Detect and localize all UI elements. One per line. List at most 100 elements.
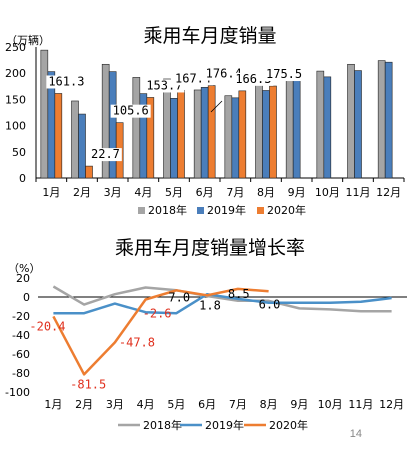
data-label: 1.8 bbox=[199, 298, 221, 312]
y-tick-label: 100 bbox=[5, 120, 26, 133]
bar-2019年 bbox=[323, 76, 332, 179]
data-label: 6.0 bbox=[259, 297, 281, 311]
bar-2018年 bbox=[224, 95, 233, 179]
series-line-2019年 bbox=[53, 292, 392, 315]
unit-label: （%） bbox=[8, 262, 40, 275]
x-tick-label: 2月 bbox=[73, 186, 91, 199]
bar-2019年 bbox=[354, 70, 362, 179]
x-tick-label: 7月 bbox=[226, 186, 244, 199]
bar-2019年 bbox=[231, 97, 240, 179]
bar-2019年 bbox=[384, 61, 393, 179]
y-tick-label: -100 bbox=[5, 386, 30, 399]
bar-2019年 bbox=[262, 90, 270, 179]
bar-2018年 bbox=[132, 77, 141, 179]
data-label-bg bbox=[46, 75, 87, 89]
x-tick-label: 4月 bbox=[137, 398, 155, 411]
x-tick-label: 7月 bbox=[229, 398, 247, 411]
y-tick-label: -20 bbox=[12, 310, 30, 323]
y-tick-label: 20 bbox=[16, 272, 30, 285]
bar-2019年 bbox=[78, 113, 86, 179]
bar-2020年 bbox=[146, 97, 155, 179]
legend-label: 2019年 bbox=[205, 418, 244, 432]
y-tick-label: -60 bbox=[12, 348, 30, 361]
chart-title: 乘用车月度销量 bbox=[143, 25, 276, 47]
x-tick-label: 11月 bbox=[346, 186, 371, 199]
page-number: 14 bbox=[349, 428, 362, 440]
monthly-sales-bar-chart: 乘用车月度销量 （万辆） 0 50 100 150 200 250 1月 2月 3月 4月 5月 6月 7月… bbox=[5, 25, 405, 217]
data-label-bg bbox=[89, 148, 122, 162]
y-tick-label: 0 bbox=[19, 172, 26, 185]
data-label: 22.7 bbox=[91, 147, 120, 161]
bar-2019年 bbox=[170, 98, 178, 179]
legend-swatch bbox=[257, 207, 264, 214]
x-tick-label: 2月 bbox=[75, 398, 93, 411]
x-tick-label: 5月 bbox=[167, 398, 185, 411]
y-tick-label: 50 bbox=[12, 146, 26, 159]
data-label: 175.5 bbox=[266, 67, 302, 81]
bar-2018年 bbox=[71, 100, 79, 179]
x-tick-label: 8月 bbox=[257, 186, 275, 199]
data-label-bg bbox=[264, 68, 304, 82]
x-tick-label: 6月 bbox=[196, 186, 214, 199]
data-label: 7.0 bbox=[168, 290, 190, 304]
bar-2018年 bbox=[347, 63, 355, 179]
legend-label: 2020年 bbox=[269, 418, 308, 432]
y-tick-label: 200 bbox=[5, 67, 26, 80]
bar-2020年 bbox=[177, 89, 185, 179]
series-line-2020年 bbox=[52, 287, 269, 376]
data-label: -2.6 bbox=[143, 306, 172, 320]
bar-2018年 bbox=[285, 70, 294, 179]
data-label: -20.4 bbox=[29, 319, 65, 333]
bar-2019年 bbox=[200, 87, 209, 179]
y-tick-label: -80 bbox=[12, 367, 30, 380]
series-line-2018年 bbox=[52, 285, 392, 313]
bar-2018年 bbox=[255, 84, 263, 179]
data-label: -81.5 bbox=[70, 377, 106, 391]
x-tick-label: 1月 bbox=[44, 398, 62, 411]
x-tick-label: 1月 bbox=[42, 186, 60, 199]
legend-label: 2018年 bbox=[148, 203, 187, 217]
bar-2020年 bbox=[85, 165, 93, 179]
x-tick-label: 10月 bbox=[318, 398, 343, 411]
growth-rate-line-chart: 乘用车月度销量增长率 （%） -100 -80 -60 -40 -20 0 20 1月 2月 3月 4月… bbox=[5, 237, 407, 432]
legend-swatch bbox=[138, 207, 145, 214]
data-label-bg bbox=[233, 72, 274, 86]
x-tick-label: 5月 bbox=[165, 186, 183, 199]
data-label: 105.6 bbox=[113, 104, 149, 118]
bar-2020年 bbox=[269, 85, 277, 179]
x-tick-label: 9月 bbox=[290, 398, 308, 411]
y-tick-label: -40 bbox=[12, 329, 30, 342]
legend-label: 2019年 bbox=[207, 203, 246, 217]
x-tick-label: 3月 bbox=[106, 398, 124, 411]
bar-2019年 bbox=[292, 76, 301, 179]
legend-swatch bbox=[197, 207, 204, 214]
x-tick-label: 9月 bbox=[288, 186, 306, 199]
data-label-bg bbox=[110, 104, 151, 118]
x-tick-label: 12月 bbox=[379, 398, 404, 411]
bar-2020年 bbox=[238, 90, 247, 179]
bar-2020年 bbox=[207, 85, 216, 179]
data-label: 167.4 bbox=[175, 71, 211, 85]
legend-label: 2018年 bbox=[143, 418, 182, 432]
legend-label: 2020年 bbox=[267, 203, 306, 217]
bar-2018年 bbox=[163, 78, 171, 179]
bar-2019年 bbox=[108, 71, 117, 179]
x-tick-label: 11月 bbox=[348, 398, 373, 411]
data-label: -47.8 bbox=[119, 335, 155, 349]
x-tick-label: 12月 bbox=[376, 186, 401, 199]
data-label: 166.3 bbox=[235, 72, 271, 86]
y-tick-label: 0 bbox=[23, 291, 30, 304]
bar-2018年 bbox=[377, 60, 386, 179]
data-label: 176.4 bbox=[206, 67, 242, 81]
x-tick-label: 6月 bbox=[198, 398, 216, 411]
bar-2018年 bbox=[193, 89, 202, 179]
data-label-leader bbox=[210, 100, 223, 113]
bar-2018年 bbox=[316, 70, 325, 179]
x-tick-label: 8月 bbox=[260, 398, 278, 411]
bar-2020年 bbox=[54, 93, 63, 179]
x-tick-label: 4月 bbox=[134, 186, 152, 199]
x-tick-label: 3月 bbox=[104, 186, 122, 199]
bar-2018年 bbox=[40, 49, 49, 179]
data-label: 8.5 bbox=[228, 287, 250, 301]
